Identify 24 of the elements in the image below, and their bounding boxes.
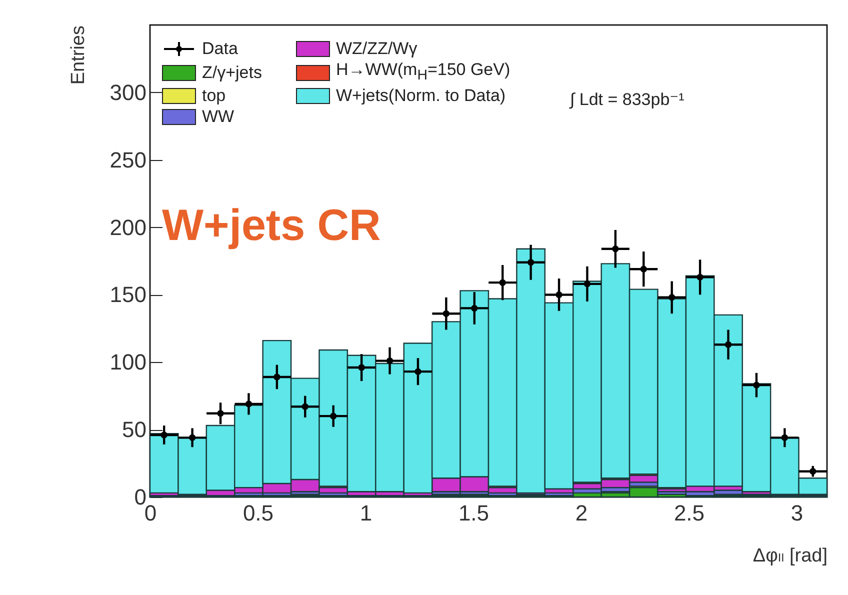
y-tick-label: 300 [110,80,146,105]
legend-label: top [202,86,226,106]
x-tick-label: 2.5 [674,500,705,526]
legend-label: W+jets(Norm. to Data) [336,86,506,106]
annotation: ∫ Ldt = 833pb⁻¹ [569,90,685,109]
y-tick-label: 200 [110,214,146,240]
legend-label: Z/γ+jets [202,62,262,83]
y-tick-label: 100 [110,350,146,375]
x-tick-label: 1 [360,500,372,526]
x-tick-label: 0.5 [242,500,274,526]
y-tick-label: 0 [134,484,146,510]
legend-label: Data [202,39,238,59]
legend-label: WW [202,107,234,128]
x-tick-label: 2 [575,500,588,526]
annotation: W+jets CR [162,201,381,250]
y-tick-label: 50 [122,417,146,442]
legend-label: WZ/ZZ/Wγ [336,39,418,59]
x-axis-title: Δφₗₗ [rad] [752,546,828,566]
x-tick-label: 1.5 [458,500,490,526]
legend-label: H→WW(m$_{H}$=150 GeV) [336,60,510,86]
x-tick-label: 3 [790,500,804,526]
y-tick-label: 150 [110,282,146,308]
y-tick-label: 250 [110,147,146,172]
y-axis-title: Entries [68,26,89,85]
